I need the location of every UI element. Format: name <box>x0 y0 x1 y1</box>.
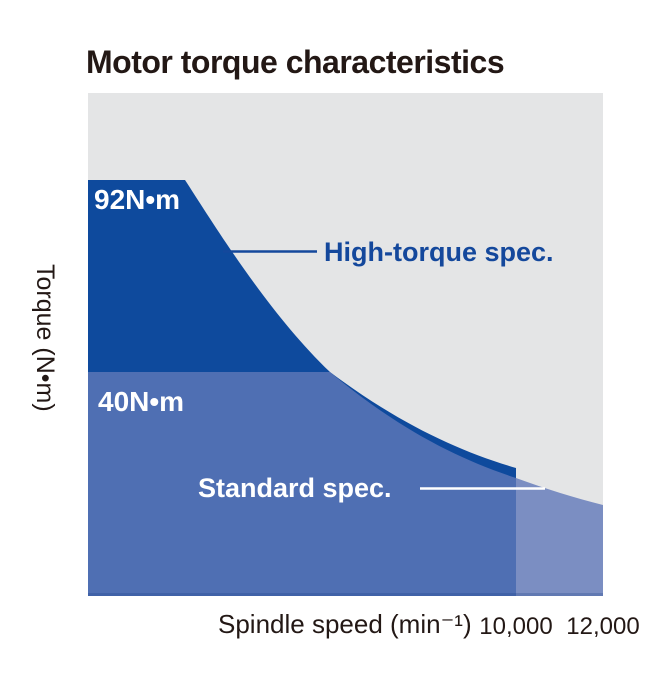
x-tick-12000: 12,000 <box>566 613 640 640</box>
torque-chart-svg <box>88 93 603 596</box>
high-torque-value-label: 92N•m <box>94 184 181 215</box>
x-tick-10000: 10,000 <box>479 613 553 640</box>
standard-value-label: 40N•m <box>98 386 185 417</box>
y-axis-label: Torque (N•m) <box>31 264 59 412</box>
high-torque-series-label: High-torque spec. <box>324 237 554 267</box>
x-axis-label: Spindle speed (min⁻¹) <box>218 609 472 639</box>
page-title: Motor torque characteristics <box>86 44 505 80</box>
torque-chart-plot-area: 92N•m 40N•m High-torque spec. Standard s… <box>88 93 603 596</box>
standard-area <box>88 372 603 596</box>
standard-series-label: Standard spec. <box>198 473 392 503</box>
